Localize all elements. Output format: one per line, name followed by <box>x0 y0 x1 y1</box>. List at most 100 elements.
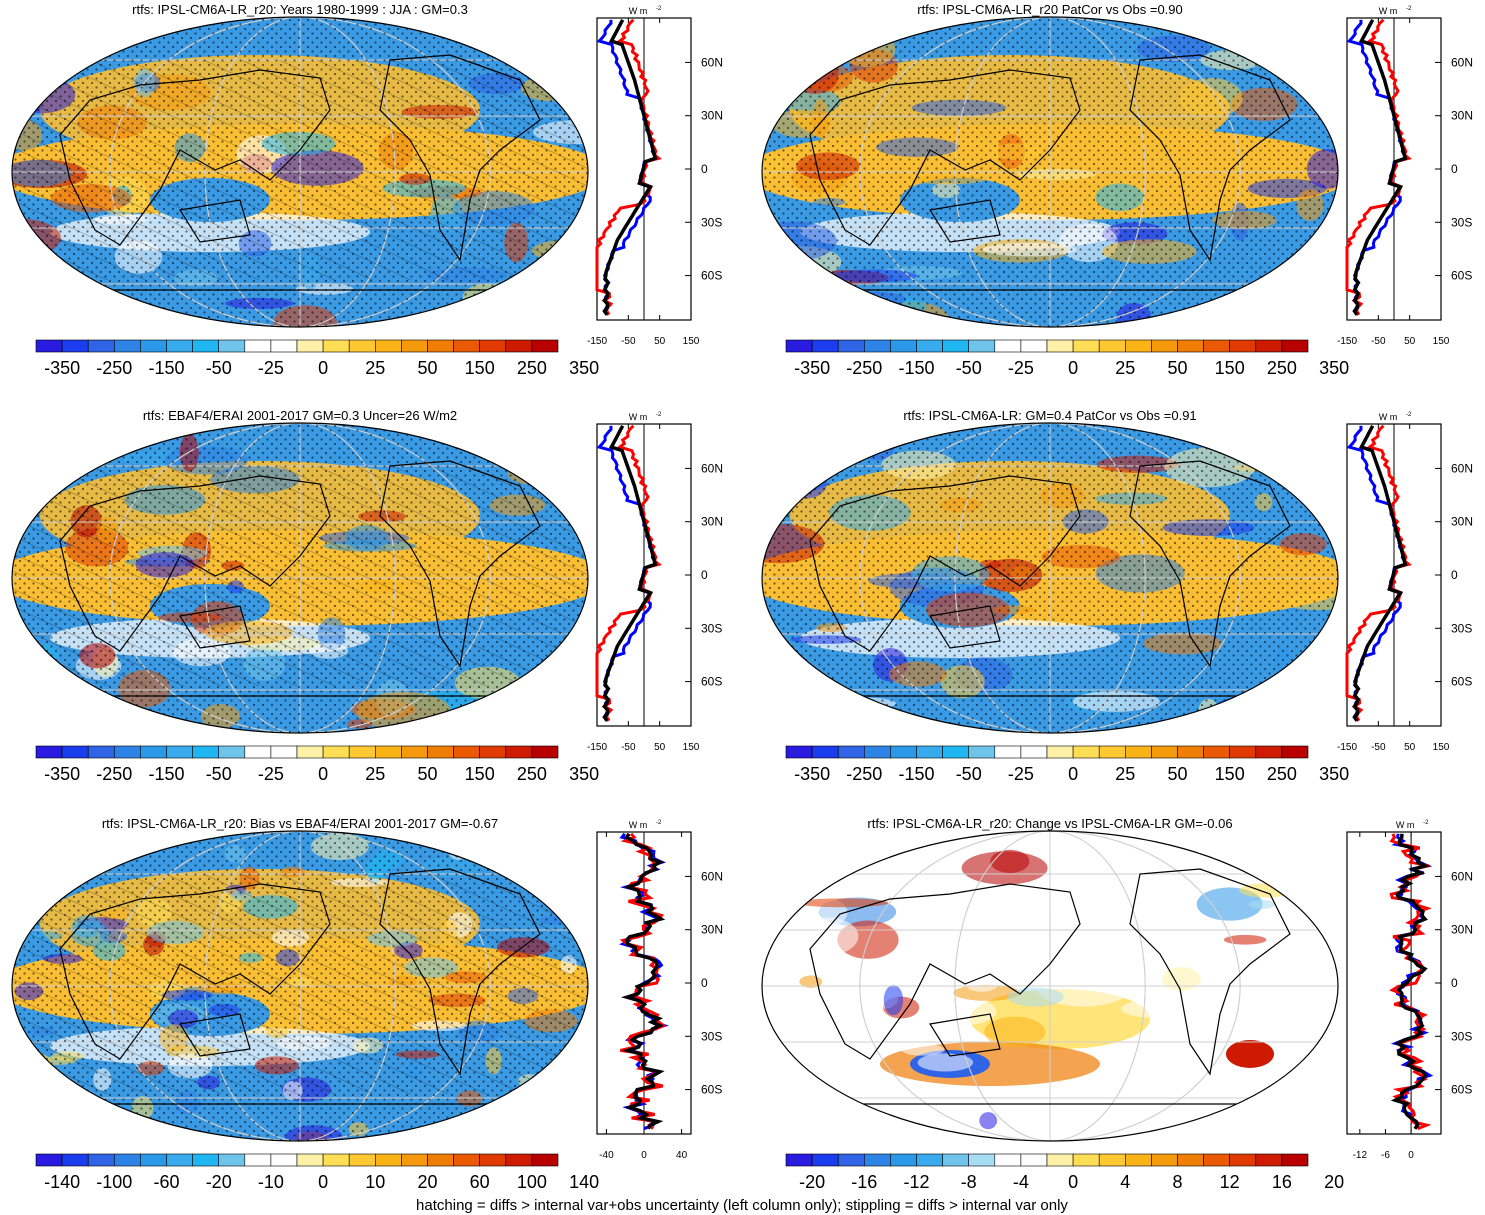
units-exponent: -2 <box>1423 820 1429 826</box>
colorbar-box <box>322 339 350 353</box>
colorbar-label: -12 <box>903 1172 929 1192</box>
x-tick-label: 150 <box>1433 336 1450 347</box>
colorbar-label: -150 <box>148 764 184 784</box>
colorbar-box <box>994 745 1022 759</box>
colorbar-box <box>244 745 272 759</box>
colorbar-label: 0 <box>318 358 328 378</box>
colorbar-label: -20 <box>799 1172 825 1192</box>
colorbar-box <box>296 745 324 759</box>
field-blob <box>803 989 884 1018</box>
map-border <box>11 422 589 734</box>
colorbar-label: 250 <box>517 764 547 784</box>
map-field <box>762 17 1338 327</box>
colorbar-label: -350 <box>794 764 830 784</box>
colorbar-label: -250 <box>96 358 132 378</box>
x-tick-label: -150 <box>587 336 607 347</box>
coastline <box>59 460 560 697</box>
field-blob <box>489 837 542 859</box>
field-blob <box>534 40 588 59</box>
colorbar-box <box>505 1153 533 1167</box>
map-border <box>761 830 1339 1142</box>
map-field <box>12 831 588 1141</box>
panel-3: rtfs: EBAF4/ERAI 2001-2017 GM=0.3 Uncer=… <box>11 408 723 784</box>
field-blob <box>901 1043 945 1056</box>
map-field <box>12 423 588 733</box>
coastline <box>809 460 1310 697</box>
field-blob <box>794 704 817 716</box>
profile-line-red <box>619 832 667 1130</box>
x-tick-label: -50 <box>621 742 636 753</box>
colorbar-box <box>140 745 167 759</box>
colorbar-box <box>1229 1153 1257 1167</box>
colorbar-box <box>1281 745 1309 759</box>
colorbar-box <box>218 1153 246 1167</box>
colorbar-label: 50 <box>417 764 437 784</box>
field-blob <box>778 423 871 455</box>
colorbar-box <box>1255 1153 1283 1167</box>
colorbar-box <box>114 1153 141 1167</box>
colorbar-box <box>1151 339 1178 353</box>
field-blob <box>1007 987 1064 1007</box>
colorbar-box <box>505 745 533 759</box>
hatching <box>12 466 588 686</box>
colorbar-label: -250 <box>846 358 882 378</box>
colorbar-label: -25 <box>1008 764 1034 784</box>
colorbar-box <box>1072 745 1100 759</box>
lat-tick-label: 0 <box>1451 568 1458 582</box>
colorbar-label: 0 <box>1068 764 1078 784</box>
colorbar-label: 350 <box>569 764 599 784</box>
colorbar-box <box>453 339 481 353</box>
colorbar-box <box>479 1153 507 1167</box>
colorbar-box <box>1046 1153 1074 1167</box>
colorbar-label: -20 <box>206 1172 232 1192</box>
lat-tick-label: 60S <box>1451 1083 1472 1097</box>
colorbar-box <box>374 339 402 353</box>
colorbar-label: 0 <box>318 1172 328 1192</box>
colorbar-label: 20 <box>1324 1172 1344 1192</box>
colorbar-label: -250 <box>96 764 132 784</box>
colorbar-box <box>427 745 454 759</box>
colorbar-label: 350 <box>1319 358 1349 378</box>
profile-line-black <box>1352 18 1408 316</box>
units-exponent: -2 <box>656 820 662 826</box>
lat-tick-label: 60S <box>701 1083 722 1097</box>
panel-2: rtfs: IPSL-CM6A-LR_r20 PatCor vs Obs =0.… <box>761 2 1473 378</box>
hatching <box>12 60 588 280</box>
map-field <box>762 831 1338 1141</box>
colorbar-box <box>166 1153 193 1167</box>
colorbar-label: -350 <box>44 358 80 378</box>
colorbar-box <box>192 745 220 759</box>
colorbar-label: 250 <box>1267 764 1297 784</box>
x-tick-label: -50 <box>1371 742 1386 753</box>
x-tick-label: 0 <box>1408 1150 1414 1161</box>
colorbar-label: -25 <box>258 764 284 784</box>
x-tick-label: -150 <box>1337 742 1357 753</box>
field-blob <box>1262 1110 1302 1120</box>
colorbar-label: -350 <box>44 764 80 784</box>
field-blob <box>511 39 588 57</box>
lat-tick-label: 30S <box>701 1029 722 1043</box>
colorbar-box <box>1177 339 1204 353</box>
colorbar-label: -8 <box>961 1172 977 1192</box>
panel-title: rtfs: IPSL-CM6A-LR_r20: Change vs IPSL-C… <box>867 816 1232 831</box>
colorbar: -350 -250 -150 -50 -25 0 25 50 150 250 350 <box>785 339 1349 378</box>
colorbar-box <box>890 1153 917 1167</box>
field-blob <box>549 857 580 874</box>
lat-tick-label: 30S <box>701 215 722 229</box>
colorbar-box <box>61 1153 89 1167</box>
colorbar: -350 -250 -150 -50 -25 0 25 50 150 250 350 <box>35 339 599 378</box>
colorbar-box <box>837 1153 865 1167</box>
field-blob <box>979 1112 998 1130</box>
colorbar-label: 250 <box>1267 358 1297 378</box>
field-blob <box>961 851 1048 885</box>
x-tick-label: 40 <box>676 1150 688 1161</box>
colorbar-box <box>1046 339 1074 353</box>
colorbar-box <box>218 339 246 353</box>
colorbar-box <box>453 1153 481 1167</box>
colorbar-box <box>270 745 298 759</box>
units-exponent: -2 <box>656 6 662 12</box>
colorbar-box <box>244 1153 272 1167</box>
x-tick-label: -50 <box>1371 336 1386 347</box>
colorbar-label: -150 <box>898 764 934 784</box>
colorbar-box <box>837 745 865 759</box>
